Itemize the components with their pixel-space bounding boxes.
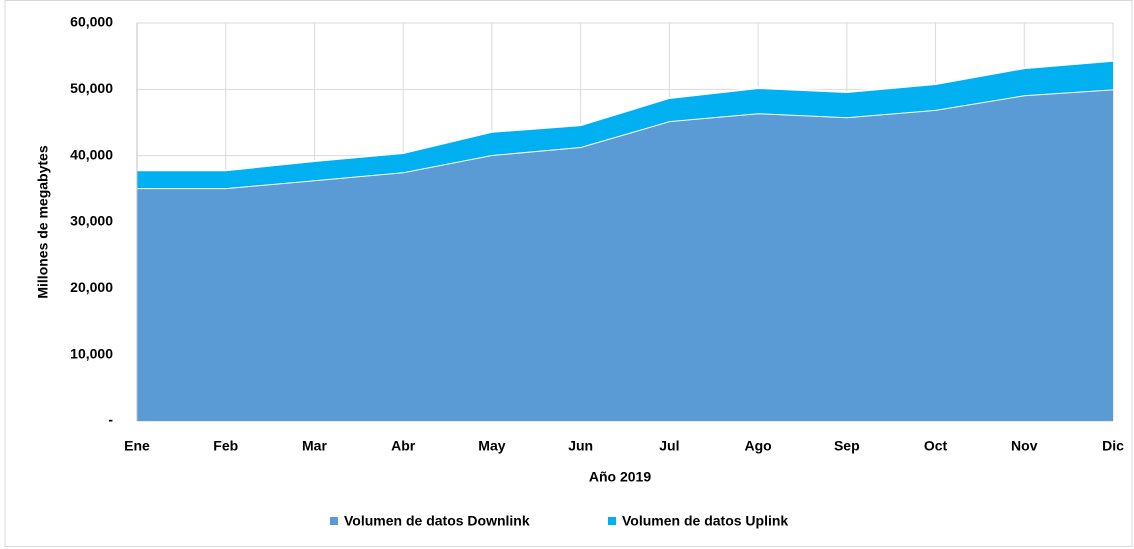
y-tick-label: 50,000: [70, 80, 113, 96]
x-tick-label: Oct: [924, 438, 948, 454]
x-tick-label: Jul: [659, 438, 679, 454]
legend-label: Volumen de datos Downlink: [344, 513, 530, 529]
x-tick-label: May: [478, 438, 505, 454]
x-tick-label: Nov: [1011, 438, 1038, 454]
legend-swatch: [608, 517, 616, 525]
x-tick-label: Dic: [1102, 438, 1124, 454]
legend-swatch: [330, 517, 338, 525]
x-tick-label: Feb: [213, 438, 238, 454]
area-edge: [137, 59, 1114, 172]
area: [137, 60, 1113, 189]
x-tick-label: Jun: [568, 438, 593, 454]
x-tick-label: Ene: [124, 438, 150, 454]
y-axis-label: Millones de megabytes: [35, 145, 51, 298]
area: [137, 89, 1113, 421]
y-tick-label: 40,000: [70, 146, 113, 162]
legend-label: Volumen de datos Uplink: [622, 513, 788, 529]
x-tick-label: Ago: [744, 438, 771, 454]
y-tick-label: 30,000: [70, 213, 113, 229]
y-tick-label: -: [108, 412, 113, 428]
x-tick-label: Mar: [302, 438, 327, 454]
y-tick-label: 60,000: [70, 14, 113, 30]
y-tick-label: 20,000: [70, 279, 113, 295]
y-tick-label: 10,000: [70, 345, 113, 361]
x-tick-label: Abr: [391, 438, 416, 454]
x-tick-label: Sep: [834, 438, 860, 454]
x-axis-label: Año 2019: [589, 469, 651, 485]
